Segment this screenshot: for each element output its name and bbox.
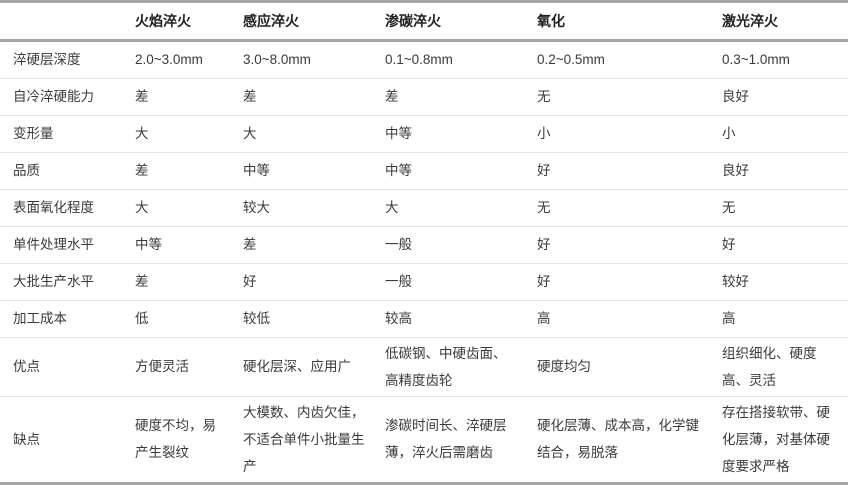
table-cell: 中等	[122, 226, 230, 264]
table-cell: 较好	[709, 263, 848, 301]
table-cell: 低碳钢、中硬齿面、高精度齿轮	[372, 337, 524, 397]
cell-text: 硬度不均，易产生裂纹	[135, 418, 216, 461]
table-cell: 渗碳时间长、淬硬层薄，淬火后需磨齿	[372, 396, 524, 483]
table-header-cell-corner	[0, 1, 122, 42]
table-cell: 中等	[372, 115, 524, 153]
table-cell: 差	[230, 78, 372, 116]
table-cell: 中等	[230, 152, 372, 190]
table-header-cell-oxidation: 氧化	[524, 1, 709, 42]
table-cell: 高	[709, 300, 848, 338]
table-cell: 方便灵活	[122, 337, 230, 397]
table-cell: 0.1~0.8mm	[372, 40, 524, 79]
table-row: 自冷淬硬能力 差 差 差 无 良好	[0, 78, 848, 116]
table-cell: 无	[524, 189, 709, 227]
table-cell: 良好	[709, 78, 848, 116]
table-cell: 大	[122, 189, 230, 227]
row-label: 表面氧化程度	[0, 189, 122, 227]
cell-text: 方便灵活	[135, 359, 189, 375]
table-cell: 大	[372, 189, 524, 227]
table-cell: 0.3~1.0mm	[709, 40, 848, 79]
cell-text: 大模数、内齿欠佳，不适合单件小批量生产	[243, 404, 365, 474]
table-cell: 硬化层深、应用广	[230, 337, 372, 397]
table-row: 品质 差 中等 中等 好 良好	[0, 152, 848, 190]
table-header-cell-flame: 火焰淬火	[122, 1, 230, 42]
table-cell: 组织细化、硬度高、灵活	[709, 337, 848, 397]
table-header-cell-induction: 感应淬火	[230, 1, 372, 42]
table-cell: 较大	[230, 189, 372, 227]
table-cell: 3.0~8.0mm	[230, 40, 372, 79]
table-row: 大批生产水平 差 好 一般 好 较好	[0, 263, 848, 301]
cell-text: 存在搭接软带、硬化层薄，对基体硬度要求严格	[722, 404, 830, 474]
row-label: 变形量	[0, 115, 122, 153]
table-cell: 2.0~3.0mm	[122, 40, 230, 79]
row-label: 优点	[0, 337, 122, 397]
table-cell: 一般	[372, 263, 524, 301]
table-cell: 0.2~0.5mm	[524, 40, 709, 79]
table-cell: 好	[524, 152, 709, 190]
row-label: 加工成本	[0, 300, 122, 338]
table-header-cell-laser: 激光淬火	[709, 1, 848, 42]
table-cell: 硬度不均，易产生裂纹	[122, 396, 230, 483]
cell-text: 硬化层薄、成本高，化学键结合，易脱落	[537, 418, 699, 461]
cell-text: 组织细化、硬度高、灵活	[722, 345, 817, 388]
table-cell: 好	[524, 263, 709, 301]
table-cell: 大	[122, 115, 230, 153]
table-cell: 高	[524, 300, 709, 338]
table-cell: 中等	[372, 152, 524, 190]
table-cell: 差	[122, 78, 230, 116]
table-row: 加工成本 低 较低 较高 高 高	[0, 300, 848, 338]
table-cell: 硬度均匀	[524, 337, 709, 397]
table-cell: 较高	[372, 300, 524, 338]
cell-text: 渗碳时间长、淬硬层薄，淬火后需磨齿	[385, 418, 507, 461]
table-cell: 小	[709, 115, 848, 153]
table-body: 淬硬层深度 2.0~3.0mm 3.0~8.0mm 0.1~0.8mm 0.2~…	[0, 40, 848, 483]
table-cell: 较低	[230, 300, 372, 338]
table-row: 单件处理水平 中等 差 一般 好 好	[0, 226, 848, 264]
table-cell: 一般	[372, 226, 524, 264]
table-cell: 低	[122, 300, 230, 338]
table-row: 淬硬层深度 2.0~3.0mm 3.0~8.0mm 0.1~0.8mm 0.2~…	[0, 40, 848, 79]
cell-text: 低碳钢、中硬齿面、高精度齿轮	[385, 345, 507, 388]
table-cell: 差	[230, 226, 372, 264]
table-row: 优点 方便灵活 硬化层深、应用广 低碳钢、中硬齿面、高精度齿轮 硬度均匀 组织细…	[0, 337, 848, 397]
table-cell: 好	[709, 226, 848, 264]
table-cell: 差	[372, 78, 524, 116]
table-row: 缺点 硬度不均，易产生裂纹 大模数、内齿欠佳，不适合单件小批量生产 渗碳时间长、…	[0, 396, 848, 483]
table-header-cell-carburizing: 渗碳淬火	[372, 1, 524, 42]
table-cell: 大模数、内齿欠佳，不适合单件小批量生产	[230, 396, 372, 483]
table-cell: 存在搭接软带、硬化层薄，对基体硬度要求严格	[709, 396, 848, 483]
table-cell: 无	[709, 189, 848, 227]
cell-text: 硬度均匀	[537, 359, 591, 375]
table-row: 变形量 大 大 中等 小 小	[0, 115, 848, 153]
cell-text: 硬化层深、应用广	[243, 359, 351, 375]
row-label: 大批生产水平	[0, 263, 122, 301]
table-cell: 好	[524, 226, 709, 264]
table-cell: 差	[122, 152, 230, 190]
row-label: 品质	[0, 152, 122, 190]
table-header: 火焰淬火 感应淬火 渗碳淬火 氧化 激光淬火	[0, 1, 848, 42]
row-label: 缺点	[13, 431, 40, 447]
table-cell: 小	[524, 115, 709, 153]
table-cell: 好	[230, 263, 372, 301]
table-cell: 良好	[709, 152, 848, 190]
table-cell: 差	[122, 263, 230, 301]
row-label: 自冷淬硬能力	[0, 78, 122, 116]
row-label: 单件处理水平	[0, 226, 122, 264]
table-cell: 无	[524, 78, 709, 116]
table-row: 表面氧化程度 大 较大 大 无 无	[0, 189, 848, 227]
table-cell: 硬化层薄、成本高，化学键结合，易脱落	[524, 396, 709, 483]
table-header-row: 火焰淬火 感应淬火 渗碳淬火 氧化 激光淬火	[0, 1, 848, 42]
row-label: 淬硬层深度	[0, 40, 122, 79]
table-cell: 大	[230, 115, 372, 153]
